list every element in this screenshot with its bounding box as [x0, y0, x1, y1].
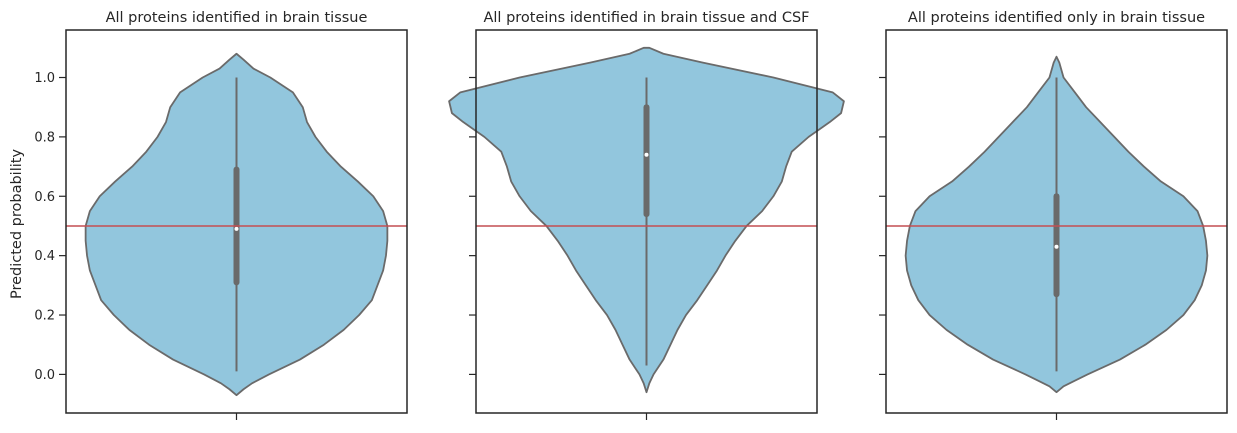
y-tick-label: 0.8: [34, 130, 55, 145]
median-point: [234, 226, 239, 231]
median-point: [1054, 244, 1059, 249]
panel-3: All proteins identified only in brain ti…: [879, 10, 1228, 420]
y-axis-label: Predicted probability: [9, 149, 25, 299]
y-tick-label: 0.4: [34, 249, 55, 264]
median-point: [644, 152, 649, 157]
panel-title: All proteins identified in brain tissue …: [483, 10, 809, 26]
panel-title: All proteins identified in brain tissue: [106, 10, 368, 26]
panel-1: All proteins identified in brain tissue 0…: [34, 10, 408, 420]
panel-title: All proteins identified only in brain ti…: [908, 10, 1205, 26]
panel-2: All proteins identified in brain tissue …: [448, 10, 845, 420]
y-tick-label: 0.0: [34, 368, 55, 383]
y-tick-label: 0.2: [34, 309, 55, 324]
y-tick-label: 1.0: [34, 71, 55, 86]
y-tick-label: 0.6: [34, 190, 55, 205]
